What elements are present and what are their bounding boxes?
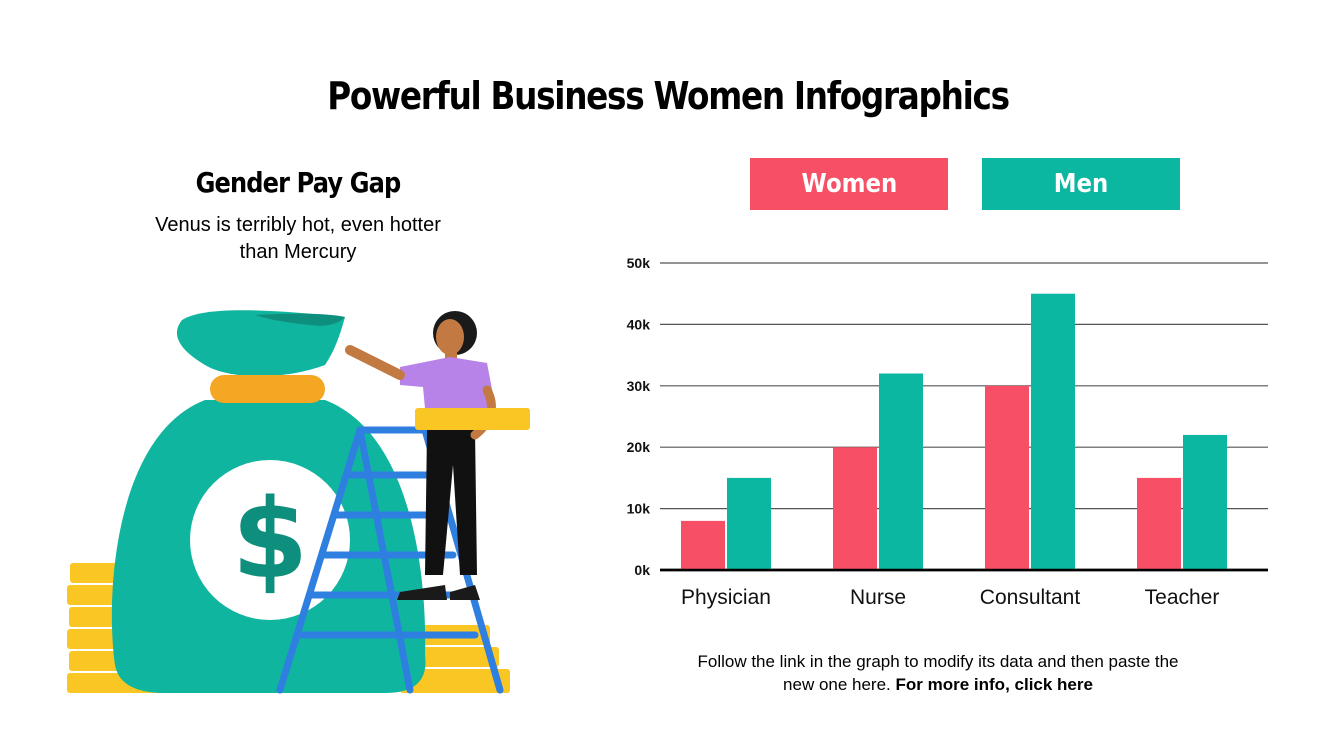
bar-women-teacher <box>1137 477 1181 570</box>
woman-figure <box>345 311 530 600</box>
legend-men: Men <box>982 158 1180 210</box>
bar-men-nurse <box>879 373 923 570</box>
footer-note: Follow the link in the graph to modify i… <box>688 650 1188 696</box>
y-tick-label: 30k <box>627 378 651 394</box>
page-title: Powerful Business Women Infographics <box>327 74 1010 118</box>
section-description: Venus is terribly hot, even hotter than … <box>155 214 441 263</box>
legend-women-label: Women <box>801 169 897 199</box>
section-heading: Gender Pay Gap <box>195 166 402 199</box>
x-tick-label: Nurse <box>850 586 906 609</box>
x-tick-label: Physician <box>681 586 771 609</box>
bar-chart: 0k 10k 20k 30k 40k 50k Physician Nurse Consultan… <box>627 255 1268 609</box>
svg-text:$: $ <box>232 475 309 603</box>
bar-men-teacher <box>1183 434 1227 570</box>
y-tick-label: 10k <box>627 501 651 517</box>
money-bag-illustration: $ <box>67 310 530 694</box>
legend-men-label: Men <box>1053 169 1109 199</box>
bar-women-nurse <box>833 447 877 570</box>
more-info-link[interactable]: For more info, click here <box>895 675 1093 694</box>
y-tick-label: 40k <box>627 316 651 332</box>
bar-women-consultant <box>985 385 1029 570</box>
footer-text: Follow the link in the graph to modify i… <box>697 652 1179 694</box>
bar-women-physician <box>681 520 725 570</box>
y-tick-label: 0k <box>634 562 650 578</box>
y-tick-label: 20k <box>627 439 651 455</box>
legend-women: Women <box>750 158 948 210</box>
y-tick-label: 50k <box>627 255 651 271</box>
bar-men-consultant <box>1031 293 1075 570</box>
bar-men-physician <box>727 477 771 570</box>
x-tick-label: Teacher <box>1145 586 1220 609</box>
x-tick-label: Consultant <box>980 586 1081 609</box>
